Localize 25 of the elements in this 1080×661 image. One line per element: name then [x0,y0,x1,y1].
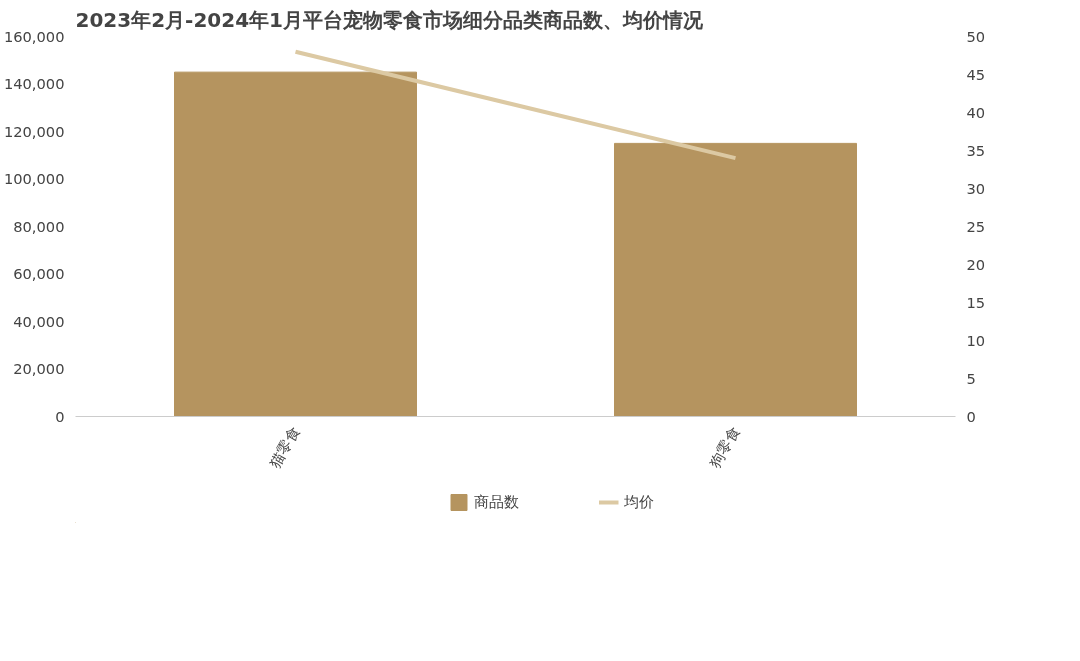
y2-tick-label: 15 [966,293,986,311]
y2-tick-label: 35 [966,141,986,159]
y2-tick-label: 5 [966,369,976,387]
legend-label: 商品数 [473,492,519,512]
y2-tick-label: 25 [966,217,986,235]
legend-label: 均价 [623,492,654,512]
x-tick-label: 猫零食 [265,423,303,471]
y-tick-label: 60,000 [13,265,65,282]
y2-tick-label: 40 [966,103,986,121]
y2-tick-label: 0 [966,407,976,425]
y-tick-label: 40,000 [13,312,65,330]
y2-tick-label: 10 [966,331,986,349]
y2-tick-label: 20 [966,255,986,273]
chart-title: 2023年2月-2024年1月平台宠物零食市场细分品类商品数、均价情况 [75,7,704,32]
y-tick-label: 100,000 [3,170,65,187]
y2-tick-label: 45 [966,65,986,83]
x-tick-label: 狗零食 [705,423,743,471]
y-tick-label: 140,000 [3,75,65,92]
y-tick-label: 160,000 [3,27,65,45]
y-tick-label: 0 [55,407,65,425]
y2-tick-label: 30 [966,179,986,197]
y2-tick-label: 50 [966,27,986,45]
y-tick-label: 20,000 [13,360,65,377]
y-tick-label: 120,000 [3,122,65,140]
y-tick-label: 80,000 [13,217,65,235]
